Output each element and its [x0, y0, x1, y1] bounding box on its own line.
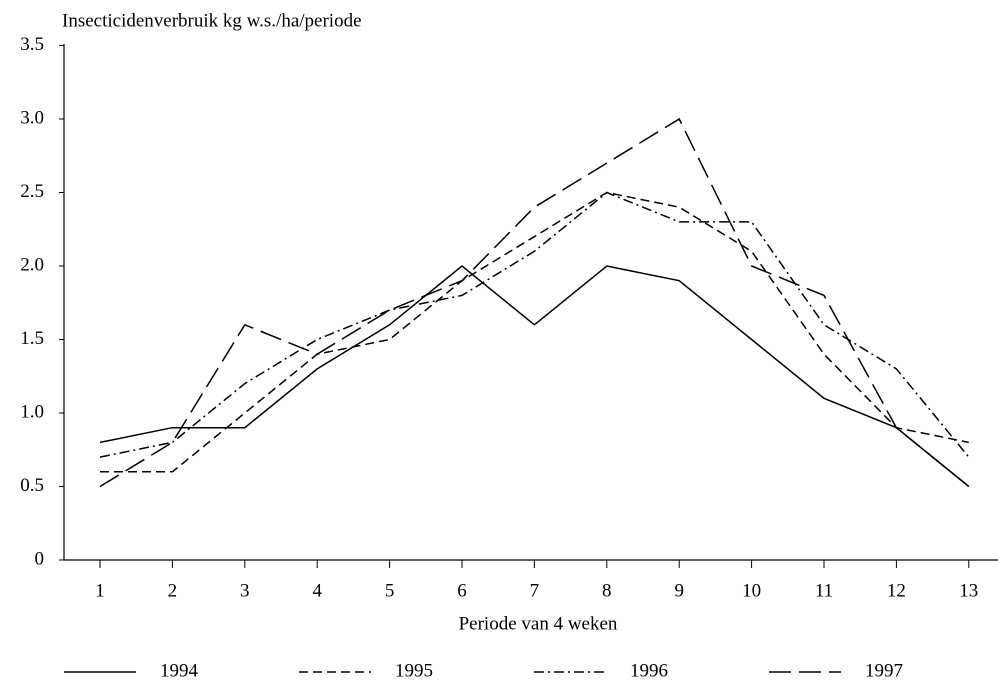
- legend-label: 1997: [865, 660, 903, 681]
- series-line: [99, 117, 970, 488]
- x-tick-label: 11: [815, 580, 833, 601]
- x-tick-label: 6: [457, 580, 467, 601]
- series-line: [99, 191, 970, 458]
- legend-label: 1995: [395, 660, 433, 681]
- x-tick-label: 4: [312, 580, 322, 601]
- x-tick-label: 9: [674, 580, 684, 601]
- y-tick-label: 3.5: [20, 34, 44, 55]
- series-line: [100, 191, 969, 473]
- x-tick-label: 7: [530, 580, 540, 601]
- y-tick-label: 2.5: [20, 181, 44, 202]
- x-tick-label: 5: [385, 580, 395, 601]
- x-tick-label: 13: [959, 580, 978, 601]
- y-tick-label: 2.0: [20, 254, 44, 275]
- legend-label: 1994: [160, 660, 199, 681]
- x-tick-label: 2: [168, 580, 178, 601]
- x-tick-label: 8: [602, 580, 612, 601]
- x-tick-label: 10: [742, 580, 761, 601]
- legend-label: 1996: [630, 660, 668, 681]
- x-axis-label: Periode van 4 weken: [459, 613, 618, 634]
- series-line: [99, 265, 970, 488]
- y-tick-label: 0.5: [20, 475, 44, 496]
- x-tick-label: 12: [887, 580, 906, 601]
- y-tick-label: 1.0: [20, 401, 44, 422]
- x-tick-label: 1: [95, 580, 105, 601]
- chart-title: Insecticidenverbruik kg w.s./ha/periode: [62, 10, 362, 31]
- y-tick-label: 1.5: [20, 328, 44, 349]
- y-tick-label: 0: [35, 548, 45, 569]
- x-tick-label: 3: [240, 580, 250, 601]
- y-tick-label: 3.0: [20, 107, 44, 128]
